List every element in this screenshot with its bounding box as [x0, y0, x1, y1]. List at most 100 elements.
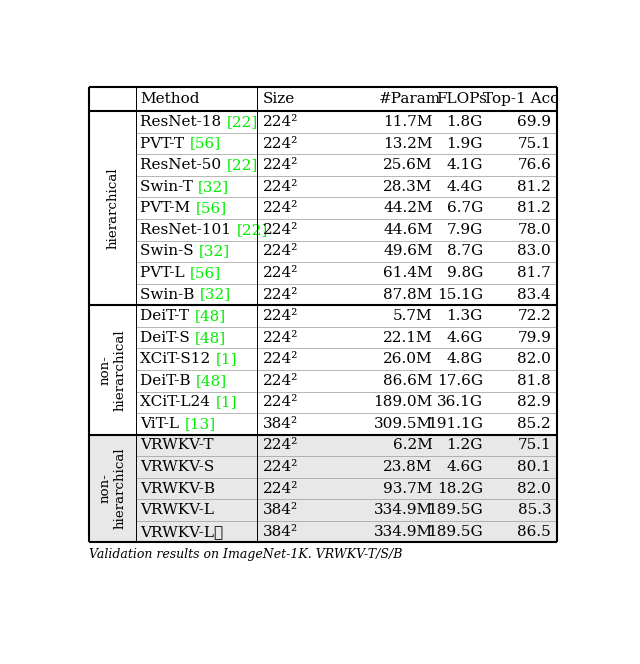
- Text: 82.0: 82.0: [517, 352, 551, 366]
- Text: 28.3M: 28.3M: [383, 180, 433, 194]
- Text: Swin-T: Swin-T: [140, 180, 198, 194]
- Text: 224²: 224²: [263, 481, 298, 495]
- Text: 1.9G: 1.9G: [447, 137, 483, 151]
- Text: DeiT-T: DeiT-T: [140, 309, 195, 323]
- Text: 4.8G: 4.8G: [447, 352, 483, 366]
- Text: 4.4G: 4.4G: [447, 180, 483, 194]
- Text: 81.7: 81.7: [518, 266, 551, 280]
- Text: 189.5G: 189.5G: [428, 503, 483, 517]
- Text: 83.4: 83.4: [518, 288, 551, 301]
- Text: 224²: 224²: [263, 438, 298, 452]
- Text: [32]: [32]: [199, 244, 230, 258]
- Text: 224²: 224²: [263, 331, 298, 345]
- Text: Top-1 Acc: Top-1 Acc: [483, 92, 559, 106]
- Text: [22]: [22]: [227, 158, 258, 172]
- Text: [48]: [48]: [195, 331, 226, 345]
- Text: VRWKV-S: VRWKV-S: [140, 460, 214, 474]
- Text: 189.5G: 189.5G: [428, 525, 483, 539]
- Text: 334.9M: 334.9M: [374, 525, 433, 539]
- Text: 6.2M: 6.2M: [393, 438, 433, 452]
- Text: [56]: [56]: [190, 266, 221, 280]
- Text: [22]: [22]: [236, 223, 268, 237]
- Text: 224²: 224²: [263, 309, 298, 323]
- Text: 36.1G: 36.1G: [437, 395, 483, 409]
- Text: VRWKV-L★: VRWKV-L★: [140, 525, 223, 539]
- Text: VRWKV-B: VRWKV-B: [140, 481, 216, 495]
- Text: 75.1: 75.1: [518, 438, 551, 452]
- Text: 22.1M: 22.1M: [383, 331, 433, 345]
- Text: 8.7G: 8.7G: [447, 244, 483, 258]
- Text: Swin-B: Swin-B: [140, 288, 200, 301]
- Text: non-
hierarchical: non- hierarchical: [99, 448, 127, 529]
- Text: 4.6G: 4.6G: [447, 331, 483, 345]
- Text: Swin-S: Swin-S: [140, 244, 199, 258]
- Text: 6.7G: 6.7G: [447, 201, 483, 215]
- Text: 224²: 224²: [263, 374, 298, 388]
- Text: Method: Method: [140, 92, 200, 106]
- Text: 1.2G: 1.2G: [447, 438, 483, 452]
- Text: [1]: [1]: [215, 395, 237, 409]
- Text: 224²: 224²: [263, 288, 298, 301]
- Text: 384²: 384²: [263, 417, 298, 431]
- Text: 224²: 224²: [263, 352, 298, 366]
- Text: 81.2: 81.2: [517, 180, 551, 194]
- Text: 75.1: 75.1: [518, 137, 551, 151]
- Text: 82.0: 82.0: [517, 481, 551, 495]
- Text: [56]: [56]: [195, 201, 227, 215]
- Text: 334.9M: 334.9M: [374, 503, 433, 517]
- Text: 80.1: 80.1: [517, 460, 551, 474]
- Text: 13.2M: 13.2M: [383, 137, 433, 151]
- Text: 44.2M: 44.2M: [383, 201, 433, 215]
- Text: ResNet-18: ResNet-18: [140, 115, 227, 129]
- Text: 44.6M: 44.6M: [383, 223, 433, 237]
- Text: 224²: 224²: [263, 158, 298, 172]
- Text: [48]: [48]: [196, 374, 227, 388]
- Text: 81.2: 81.2: [517, 201, 551, 215]
- Text: 76.6: 76.6: [517, 158, 551, 172]
- Text: 85.2: 85.2: [518, 417, 551, 431]
- Text: [13]: [13]: [184, 417, 216, 431]
- Text: 384²: 384²: [263, 525, 298, 539]
- Text: ViT-L: ViT-L: [140, 417, 184, 431]
- Text: 224²: 224²: [263, 460, 298, 474]
- Text: 5.7M: 5.7M: [393, 309, 433, 323]
- Text: 86.5: 86.5: [518, 525, 551, 539]
- Text: PVT-T: PVT-T: [140, 137, 189, 151]
- Text: 1.8G: 1.8G: [447, 115, 483, 129]
- Text: 87.8M: 87.8M: [383, 288, 433, 301]
- Text: VRWKV-T: VRWKV-T: [140, 438, 214, 452]
- Text: DeiT-B: DeiT-B: [140, 374, 196, 388]
- Text: [22]: [22]: [227, 115, 258, 129]
- Text: 224²: 224²: [263, 201, 298, 215]
- Text: 23.8M: 23.8M: [383, 460, 433, 474]
- Text: 83.0: 83.0: [518, 244, 551, 258]
- Text: non-
hierarchical: non- hierarchical: [99, 329, 127, 411]
- Text: 61.4M: 61.4M: [383, 266, 433, 280]
- Text: 78.0: 78.0: [518, 223, 551, 237]
- Text: 79.9: 79.9: [517, 331, 551, 345]
- Text: FLOPs: FLOPs: [436, 92, 488, 106]
- Text: [56]: [56]: [189, 137, 221, 151]
- Text: ResNet-50: ResNet-50: [140, 158, 227, 172]
- Text: 11.7M: 11.7M: [383, 115, 433, 129]
- Text: [32]: [32]: [200, 288, 231, 301]
- Text: 224²: 224²: [263, 266, 298, 280]
- Text: PVT-L: PVT-L: [140, 266, 190, 280]
- Text: 9.8G: 9.8G: [447, 266, 483, 280]
- Text: hierarchical: hierarchical: [106, 167, 119, 249]
- Text: 224²: 224²: [263, 180, 298, 194]
- Text: VRWKV-L: VRWKV-L: [140, 503, 214, 517]
- Text: 7.9G: 7.9G: [447, 223, 483, 237]
- Text: 1.3G: 1.3G: [447, 309, 483, 323]
- Text: 224²: 224²: [263, 223, 298, 237]
- Text: ResNet-101: ResNet-101: [140, 223, 236, 237]
- Text: 49.6M: 49.6M: [383, 244, 433, 258]
- Text: 82.9: 82.9: [517, 395, 551, 409]
- Text: #Param: #Param: [378, 92, 440, 106]
- Text: [48]: [48]: [195, 309, 225, 323]
- Text: 17.6G: 17.6G: [437, 374, 483, 388]
- Text: XCiT-L24: XCiT-L24: [140, 395, 215, 409]
- Text: PVT-M: PVT-M: [140, 201, 195, 215]
- Text: 69.9: 69.9: [517, 115, 551, 129]
- Text: 4.6G: 4.6G: [447, 460, 483, 474]
